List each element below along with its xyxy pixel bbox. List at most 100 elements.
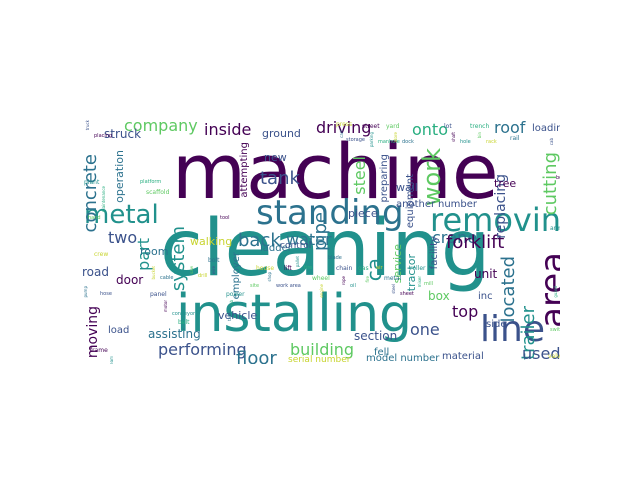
word-fell: fell — [374, 347, 390, 358]
small-word: shaft — [451, 132, 456, 142]
word-ladder: ladder — [260, 243, 292, 254]
word-company: company — [124, 116, 198, 135]
small-word: bin — [477, 132, 482, 139]
word-operation: operation — [113, 150, 126, 203]
small-word: pallet — [295, 256, 300, 268]
small-word: beam — [109, 356, 114, 364]
word-control: control — [280, 241, 312, 251]
word-wall: wall — [396, 181, 418, 194]
small-word: storage — [346, 137, 365, 143]
word-driving: driving — [316, 118, 372, 137]
word-roof: roof — [494, 118, 526, 137]
small-word: job — [229, 300, 234, 307]
word-onto: onto — [412, 120, 448, 139]
small-word: valve — [548, 353, 560, 360]
small-word: rope — [341, 276, 346, 286]
word-attempting: attempting — [239, 142, 250, 198]
word-road: road — [82, 265, 109, 279]
small-word: maintenance — [101, 186, 106, 213]
small-word: house — [256, 265, 275, 272]
word-forklift: forklift — [446, 232, 505, 253]
small-word: saw — [189, 266, 194, 274]
small-word: arm — [550, 225, 560, 232]
small-word: cart — [339, 130, 344, 138]
small-word: fire — [365, 276, 370, 283]
word-located: located — [498, 256, 519, 323]
word-system: system — [168, 226, 189, 292]
small-word: motor — [163, 300, 168, 313]
word-struck: struck — [104, 127, 142, 141]
small-word: guard — [553, 286, 558, 298]
small-word: power — [226, 291, 245, 298]
word-walking: walking — [190, 235, 233, 248]
small-word: rack — [486, 139, 497, 145]
word-inside: inside — [204, 120, 252, 139]
word-back: back — [238, 230, 281, 251]
small-word: dock — [402, 139, 414, 145]
small-word: hole — [460, 139, 471, 145]
word-metal: metal — [84, 200, 159, 230]
small-word: bolt — [208, 257, 220, 264]
small-word: trench — [470, 123, 490, 130]
small-word: crew — [94, 251, 109, 258]
word-line: line — [480, 309, 545, 350]
small-word: store — [393, 132, 398, 143]
word-vehicle: vehicle — [218, 309, 258, 322]
small-word: drill — [198, 273, 208, 279]
word-cloud: machine cleaning installing standing removin… — [80, 116, 560, 364]
small-word: mill — [424, 281, 434, 287]
small-word: bucket — [151, 266, 156, 280]
small-word: hand — [88, 215, 101, 221]
word-model-number: model number — [366, 353, 440, 364]
word-material: material — [442, 351, 484, 362]
word-room: room — [140, 245, 169, 258]
small-word: belt — [178, 319, 190, 326]
small-word: rail — [510, 135, 520, 142]
small-word: boom — [556, 175, 560, 181]
word-new: new — [264, 151, 287, 164]
word-preparing: preparing — [379, 154, 390, 203]
small-word: cab — [549, 138, 554, 146]
word-load: load — [108, 325, 130, 336]
small-word: press — [336, 121, 353, 128]
word-performing: performing — [158, 340, 247, 359]
word-serial-number: serial number — [288, 355, 351, 365]
small-word: gas — [358, 265, 369, 272]
word-side: side — [486, 319, 507, 330]
small-word: lift — [284, 265, 292, 272]
small-word: tape — [227, 312, 232, 322]
word-box: box — [428, 289, 450, 303]
small-word: conveyor — [172, 311, 196, 317]
small-word: metal — [384, 275, 402, 282]
word-water: water — [286, 230, 332, 249]
small-word: switch — [550, 327, 560, 333]
word-machine: machine — [172, 127, 499, 216]
small-word: pump — [83, 286, 88, 298]
word-used: used — [522, 344, 560, 363]
word-building: building — [290, 340, 355, 359]
word-tractor: tractor — [405, 254, 418, 292]
small-word: plant — [84, 179, 100, 186]
small-word: scaffold — [146, 189, 170, 196]
small-word: parking — [369, 132, 374, 148]
small-word: yard — [386, 123, 400, 130]
word-number: number — [438, 199, 478, 210]
small-word: wire — [211, 266, 216, 275]
word-piece: piece — [348, 207, 378, 220]
small-word: engine — [319, 284, 324, 298]
small-word: placing — [94, 133, 113, 139]
small-word: chain — [336, 265, 353, 272]
small-word: air — [376, 265, 383, 271]
word-unit: unit — [474, 267, 498, 281]
word-work: work — [418, 148, 446, 207]
word-top: top — [452, 302, 479, 321]
word-inc: inc — [478, 291, 493, 302]
word-loading: loading — [532, 123, 560, 134]
small-word: oil — [350, 283, 356, 289]
small-word: wheel — [312, 275, 330, 282]
word-floor: floor — [236, 348, 277, 365]
small-word: lot — [444, 123, 452, 130]
word-ground: ground — [262, 127, 301, 140]
word-another: another — [396, 199, 436, 210]
small-word: platform — [140, 179, 162, 185]
